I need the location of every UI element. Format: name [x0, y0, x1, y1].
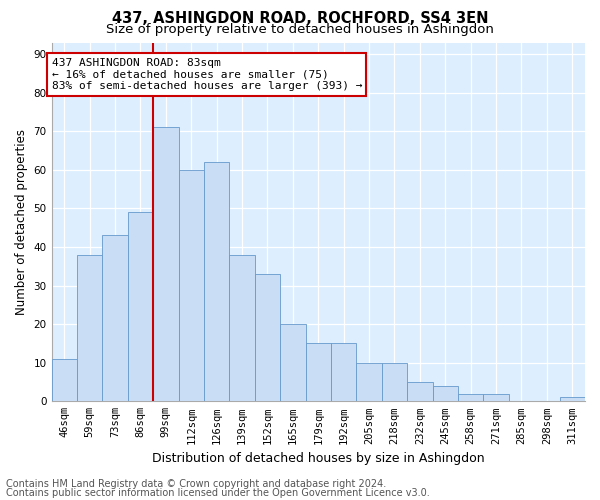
Text: Contains HM Land Registry data © Crown copyright and database right 2024.: Contains HM Land Registry data © Crown c…	[6, 479, 386, 489]
Bar	[255, 274, 280, 402]
Bar	[458, 394, 484, 402]
Y-axis label: Number of detached properties: Number of detached properties	[15, 129, 28, 315]
Bar	[128, 212, 153, 402]
Bar	[382, 362, 407, 402]
Bar	[153, 128, 179, 402]
Bar	[331, 344, 356, 402]
Bar	[77, 254, 103, 402]
Text: Size of property relative to detached houses in Ashingdon: Size of property relative to detached ho…	[106, 22, 494, 36]
Text: 437 ASHINGDON ROAD: 83sqm
← 16% of detached houses are smaller (75)
83% of semi-: 437 ASHINGDON ROAD: 83sqm ← 16% of detac…	[52, 58, 362, 91]
Bar	[484, 394, 509, 402]
Bar	[433, 386, 458, 402]
Bar	[103, 236, 128, 402]
X-axis label: Distribution of detached houses by size in Ashingdon: Distribution of detached houses by size …	[152, 452, 485, 465]
Bar	[407, 382, 433, 402]
Bar	[280, 324, 305, 402]
Bar	[560, 398, 585, 402]
Bar	[52, 359, 77, 402]
Bar	[204, 162, 229, 402]
Bar	[229, 254, 255, 402]
Bar	[356, 362, 382, 402]
Bar	[305, 344, 331, 402]
Text: 437, ASHINGDON ROAD, ROCHFORD, SS4 3EN: 437, ASHINGDON ROAD, ROCHFORD, SS4 3EN	[112, 11, 488, 26]
Text: Contains public sector information licensed under the Open Government Licence v3: Contains public sector information licen…	[6, 488, 430, 498]
Bar	[179, 170, 204, 402]
